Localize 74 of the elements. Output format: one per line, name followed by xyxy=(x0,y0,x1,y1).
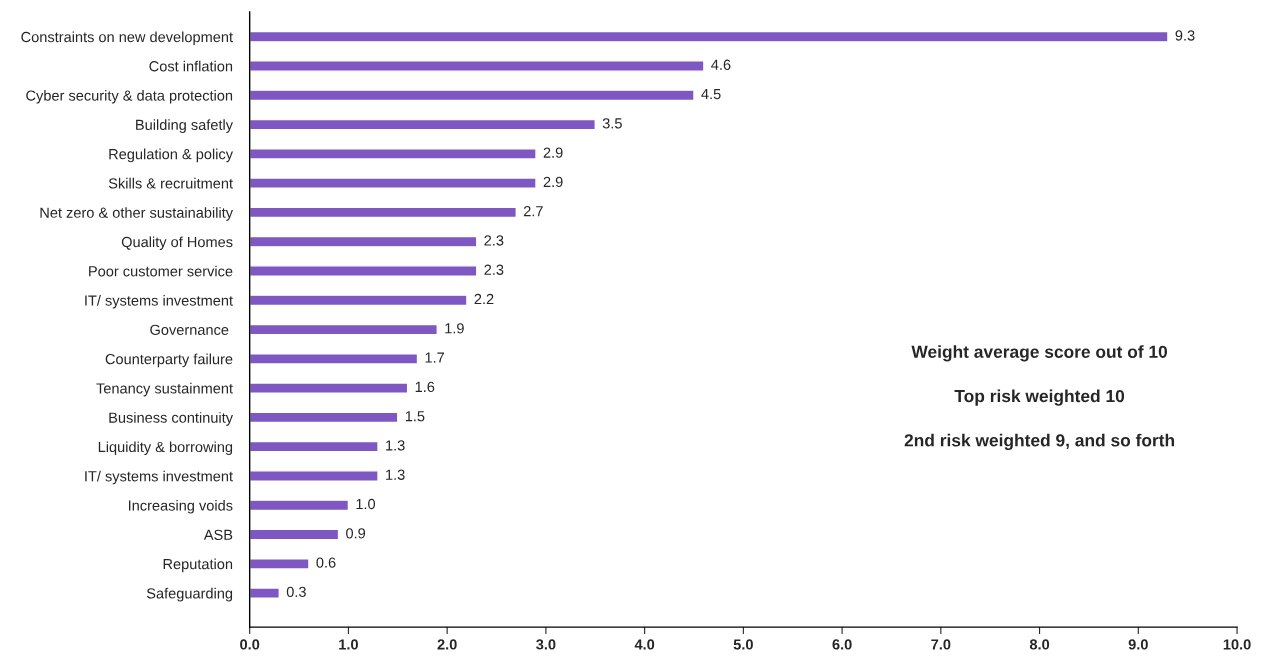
data-label: 1.5 xyxy=(405,411,425,422)
bar xyxy=(249,30,1169,43)
bar xyxy=(249,382,409,394)
data-label: 2.3 xyxy=(484,264,504,275)
y-tick-label: IT/ systems investment xyxy=(85,470,233,485)
data-label: 2.9 xyxy=(543,147,563,158)
data-label: 1.7 xyxy=(425,352,445,363)
bar xyxy=(249,499,350,512)
data-label: 1.3 xyxy=(386,469,405,480)
x-tick-label: 0.0 xyxy=(240,639,260,650)
data-label: 3.5 xyxy=(602,118,622,129)
bar xyxy=(249,353,419,365)
y-tick-label: Tenancy sustainment xyxy=(96,382,233,397)
data-label: 2.7 xyxy=(523,206,543,217)
y-tick-label: Quality of Homes xyxy=(121,236,233,251)
x-tick-label: 10.0 xyxy=(1223,639,1251,650)
y-tick-label: Cost inflation xyxy=(149,60,233,72)
bar xyxy=(249,440,379,453)
bar xyxy=(249,265,478,277)
bar xyxy=(249,470,379,482)
data-label: 0.9 xyxy=(346,528,366,539)
y-tick-label: Regulation & policy xyxy=(109,148,233,163)
y-tick-label: Increasing voids xyxy=(128,499,233,514)
x-tick-label: 1.0 xyxy=(339,639,358,650)
data-label: 1.0 xyxy=(356,498,376,510)
y-tick-label: Business continuity xyxy=(109,412,233,426)
x-tick-label: 5.0 xyxy=(733,639,753,650)
bar xyxy=(249,60,705,72)
y-tick-label: ASB xyxy=(203,529,233,540)
annotation: 2nd risk weighted 9, and so forth xyxy=(904,433,1175,451)
data-label: 1.3 xyxy=(386,440,405,451)
y-tick-label: Cyber security & data protection xyxy=(26,90,233,104)
x-tick-label: 2.0 xyxy=(437,639,457,650)
data-label: 0.3 xyxy=(286,586,306,598)
data-label: 4.6 xyxy=(711,59,731,70)
bar xyxy=(249,118,596,131)
x-tick-label: 3.0 xyxy=(536,639,556,650)
bar xyxy=(249,235,478,248)
bar xyxy=(249,294,468,307)
y-tick-label: Building safetly xyxy=(136,119,233,133)
y-tick-label: Governance xyxy=(150,324,229,335)
bar xyxy=(249,177,537,189)
bar xyxy=(249,323,438,336)
data-label: 2.9 xyxy=(543,176,563,188)
bar xyxy=(249,587,280,599)
bar xyxy=(249,89,695,102)
bar xyxy=(249,206,517,219)
data-label: 0.6 xyxy=(316,557,336,568)
x-tick-label: 7.0 xyxy=(931,639,951,650)
data-label: 1.6 xyxy=(415,381,435,393)
x-tick-label: 4.0 xyxy=(634,639,655,650)
annotation: Weight average score out of 10 xyxy=(911,345,1168,362)
x-tick-label: 6.0 xyxy=(832,639,852,650)
y-tick-label: Constraints on new development xyxy=(21,31,233,46)
y-tick-label: Liquidity & borrowing xyxy=(98,441,233,455)
data-label: 9.3 xyxy=(1175,30,1195,41)
y-tick-label: Counterparty failure xyxy=(105,353,233,368)
x-tick-label: 9.0 xyxy=(1128,639,1148,650)
bar xyxy=(249,411,399,424)
annotation: Top risk weighted 10 xyxy=(954,389,1125,406)
data-label: 4.5 xyxy=(701,89,721,100)
bar xyxy=(249,528,340,541)
x-tick-label: 8.0 xyxy=(1029,639,1050,650)
y-tick-label: Safeguarding xyxy=(146,587,233,602)
data-label: 2.2 xyxy=(474,293,494,305)
bar xyxy=(249,558,310,570)
y-tick-label: Net zero & other sustainability xyxy=(40,207,233,221)
y-tick-label: Reputation xyxy=(163,558,233,573)
data-label: 2.3 xyxy=(484,235,504,246)
bar xyxy=(249,148,537,160)
data-label: 1.9 xyxy=(445,323,464,334)
y-tick-label: Skills & recruitment xyxy=(108,177,233,189)
y-tick-label: Poor customer service xyxy=(89,265,233,277)
y-tick-label: IT/ systems investment xyxy=(85,294,233,309)
